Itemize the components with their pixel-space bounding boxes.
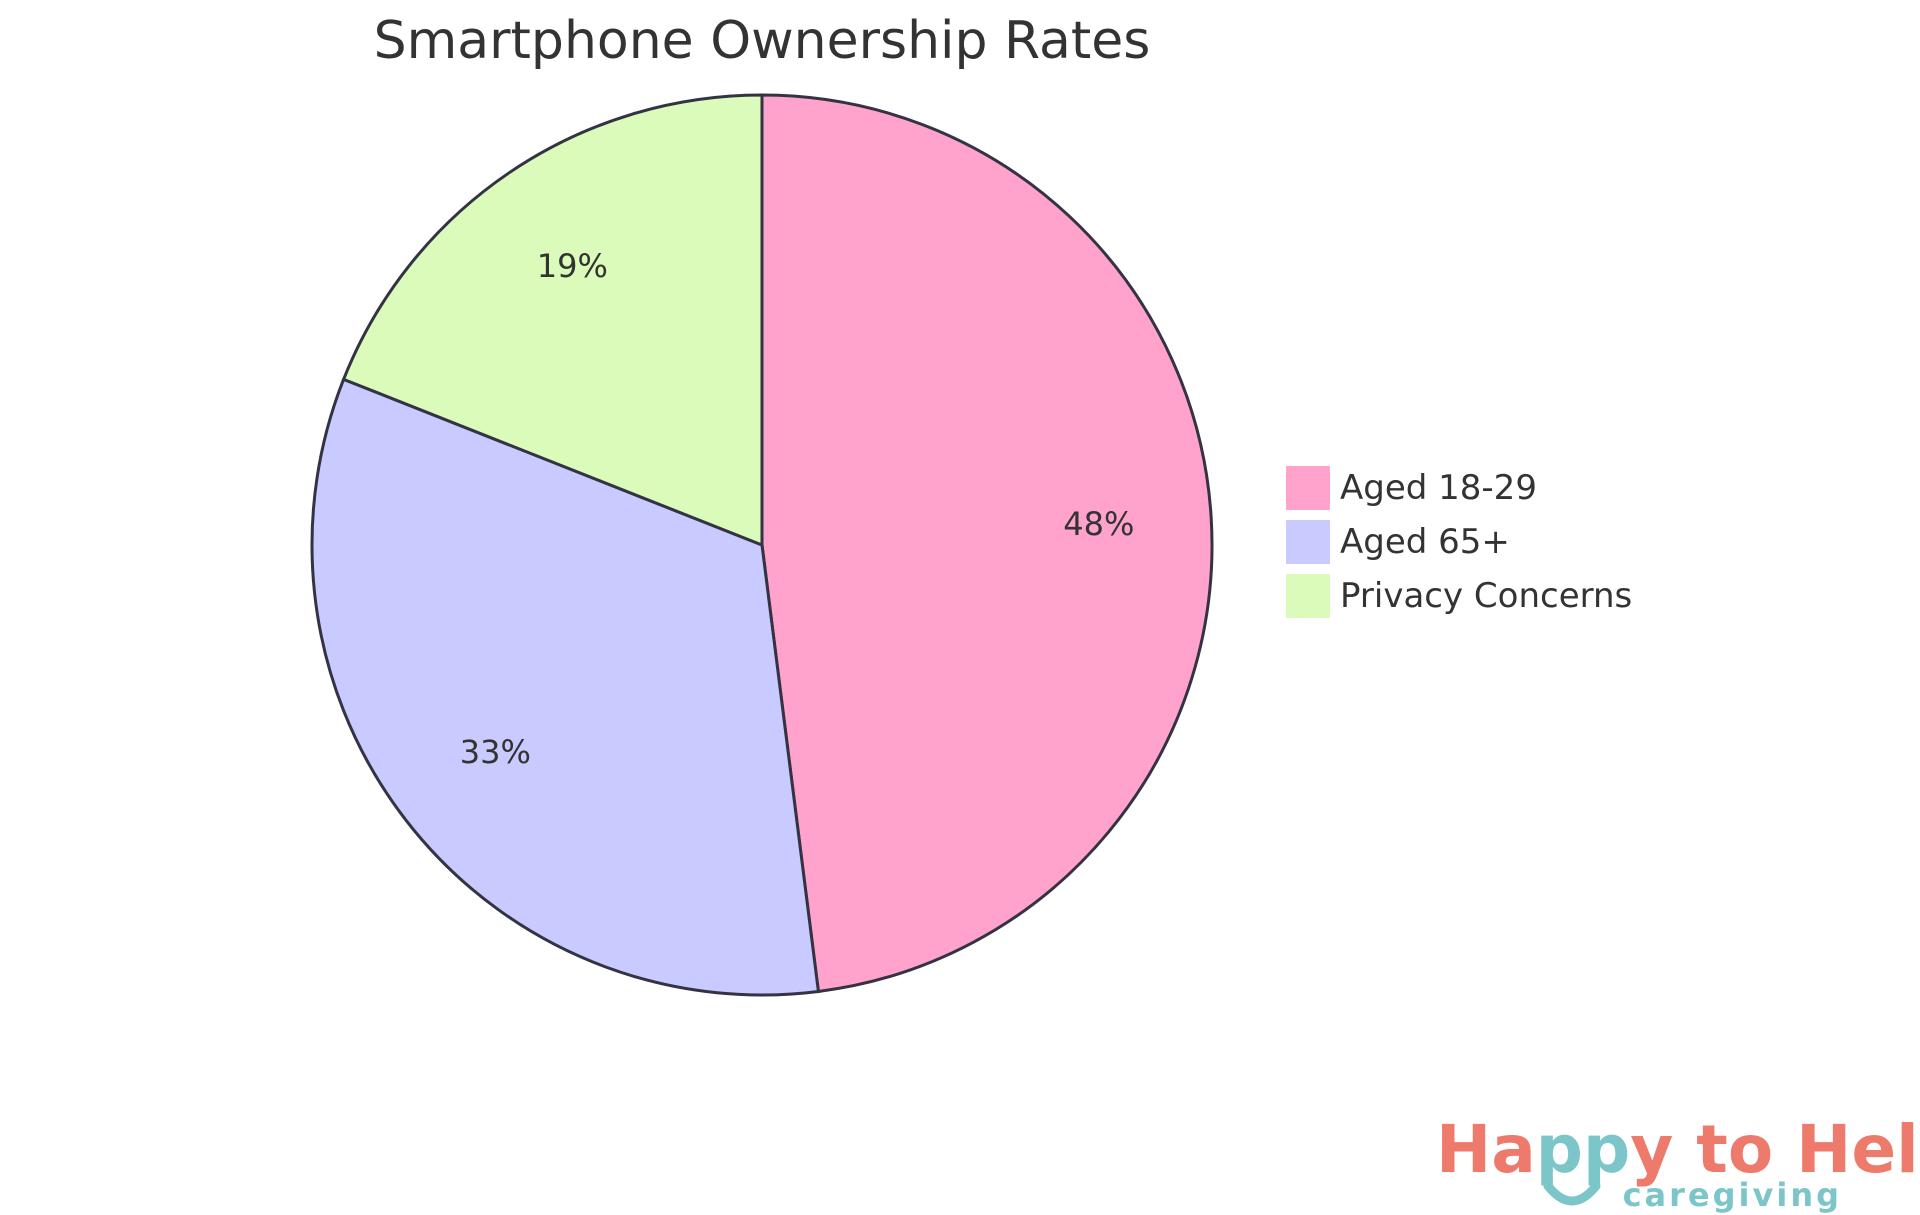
legend-swatch [1286, 520, 1330, 564]
logo-text-pp: pp [1536, 1111, 1631, 1188]
legend-swatch [1286, 574, 1330, 618]
pie-slices [310, 93, 1214, 997]
pie-slice-label: 19% [537, 247, 608, 285]
logo-tagline: caregiving [1623, 1176, 1842, 1214]
pie-slice-label: 48% [1063, 505, 1134, 543]
logo-text-ha: Ha [1436, 1111, 1536, 1188]
pie-slice [310, 377, 821, 997]
pie-slice [760, 93, 1214, 994]
legend-label: Aged 18-29 [1340, 468, 1537, 508]
legend-label: Privacy Concerns [1340, 576, 1632, 616]
legend-swatch [1286, 466, 1330, 510]
pie-slice [341, 93, 764, 548]
logo-text-rest: y to Help [1630, 1111, 1920, 1188]
pie-slice-labels: 48% 33% 19% [460, 247, 1135, 771]
smile-icon [1543, 1181, 1601, 1206]
logo-line-1: Happy to Help [1436, 1111, 1920, 1188]
pie-slice-label: 33% [460, 733, 531, 771]
brand-logo: Happy to Help caregiving [1436, 1111, 1920, 1214]
legend-label: Aged 65+ [1340, 522, 1510, 562]
legend: Aged 18-29 Aged 65+ Privacy Concerns [1286, 466, 1632, 618]
chart-title: Smartphone Ownership Rates [374, 11, 1151, 71]
